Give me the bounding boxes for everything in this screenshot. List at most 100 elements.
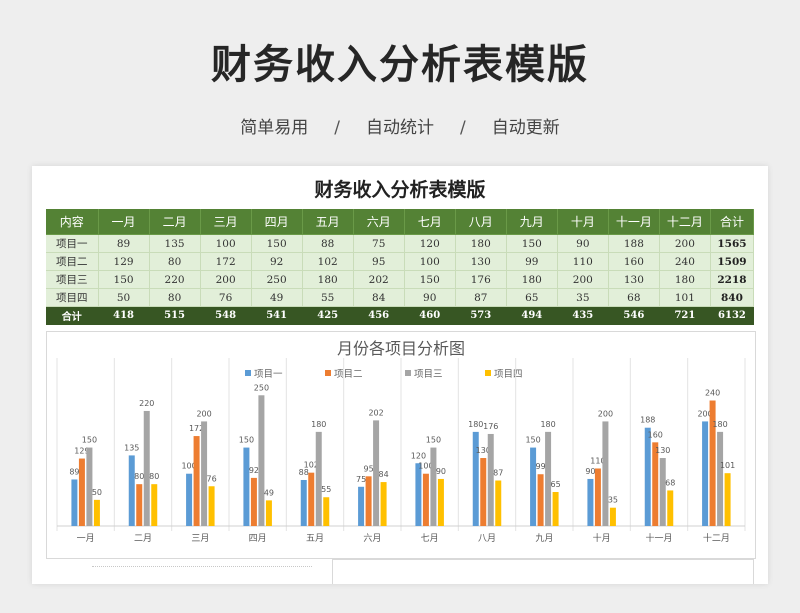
header-cell-month[interactable]: 五月 [302,209,354,235]
total-cell[interactable]: 548 [200,306,252,325]
table-cell[interactable]: 150 [251,234,303,253]
header-cell-month[interactable]: 三月 [200,209,252,235]
chart-bar [717,431,724,526]
row-total-cell[interactable]: 2218 [710,270,755,289]
table-cell[interactable]: 176 [455,270,507,289]
table-cell[interactable]: 89 [98,234,150,253]
table-cell[interactable]: 180 [302,270,354,289]
total-cell[interactable]: 418 [98,306,150,325]
table-cell[interactable]: 95 [353,252,405,271]
total-cell[interactable]: 494 [506,306,558,325]
header-cell-month[interactable]: 二月 [149,209,201,235]
table-cell[interactable]: 87 [455,288,507,307]
bar-data-label: 129 [74,447,89,456]
total-cell[interactable]: 425 [302,306,354,325]
chart-bar [186,473,193,526]
table-cell[interactable]: 135 [149,234,201,253]
table-cell[interactable]: 92 [251,252,303,271]
header-cell-month[interactable]: 十二月 [659,209,711,235]
header-cell-total[interactable]: 合计 [710,209,755,235]
table-row: 项目二 129 80 172 92 102 95 100 130 99 110 160 240 1509 [46,252,755,271]
chart-bar [128,455,135,526]
bar-data-label: 188 [640,416,655,425]
table-cell[interactable]: 150 [404,270,456,289]
chart-bar [315,431,322,526]
table-cell[interactable]: 200 [200,270,252,289]
table-cell[interactable]: 90 [557,234,609,253]
x-tick-label: 三月 [191,533,209,544]
table-cell[interactable]: 129 [98,252,150,271]
table-cell[interactable]: 90 [404,288,456,307]
table-cell[interactable]: 130 [455,252,507,271]
total-cell[interactable]: 435 [557,306,609,325]
table-cell[interactable]: 68 [608,288,660,307]
table-cell[interactable]: 150 [98,270,150,289]
chart-bar [495,480,502,526]
table-cell[interactable]: 101 [659,288,711,307]
table-cell[interactable]: 99 [506,252,558,271]
header-cell-month[interactable]: 七月 [404,209,456,235]
table-cell[interactable]: 160 [608,252,660,271]
table-cell[interactable]: 150 [506,234,558,253]
table-cell[interactable]: 88 [302,234,354,253]
row-total-cell[interactable]: 840 [710,288,755,307]
row-label[interactable]: 项目四 [46,288,99,307]
total-cell[interactable]: 515 [149,306,201,325]
table-cell[interactable]: 120 [404,234,456,253]
total-cell[interactable]: 541 [251,306,303,325]
header-cell-month[interactable]: 十一月 [608,209,660,235]
header-cell-month[interactable]: 九月 [506,209,558,235]
row-total-cell[interactable]: 1509 [710,252,755,271]
table-cell[interactable]: 75 [353,234,405,253]
table-cell[interactable]: 65 [506,288,558,307]
header-cell-month[interactable]: 六月 [353,209,405,235]
chart-bar [659,458,666,526]
header-cell-month[interactable]: 十月 [557,209,609,235]
grand-total-cell[interactable]: 6132 [710,306,755,325]
table-cell[interactable]: 35 [557,288,609,307]
income-table: 内容 一月 二月 三月 四月 五月 六月 七月 八月 九月 十月 十一月 十二月 合计 项目一 89 135 1… [46,209,755,325]
table-cell[interactable]: 50 [98,288,150,307]
total-row-label[interactable]: 合计 [46,306,99,325]
header-cell-month[interactable]: 四月 [251,209,303,235]
table-cell[interactable]: 80 [149,288,201,307]
row-total-cell[interactable]: 1565 [710,234,755,253]
table-cell[interactable]: 200 [557,270,609,289]
chart-bar [136,484,143,526]
total-cell[interactable]: 456 [353,306,405,325]
chart-title: 月份各项目分析图 [337,339,465,358]
total-cell[interactable]: 573 [455,306,507,325]
table-cell[interactable]: 49 [251,288,303,307]
table-cell[interactable]: 100 [200,234,252,253]
table-cell[interactable]: 180 [659,270,711,289]
header-cell-content[interactable]: 内容 [46,209,99,235]
total-cell[interactable]: 721 [659,306,711,325]
row-label[interactable]: 项目二 [46,252,99,271]
table-cell[interactable]: 172 [200,252,252,271]
bar-data-label: 101 [720,461,735,470]
table-cell[interactable]: 80 [149,252,201,271]
table-cell[interactable]: 250 [251,270,303,289]
table-cell[interactable]: 110 [557,252,609,271]
table-cell[interactable]: 100 [404,252,456,271]
header-cell-month[interactable]: 八月 [455,209,507,235]
table-cell[interactable]: 55 [302,288,354,307]
table-cell[interactable]: 220 [149,270,201,289]
header-cell-month[interactable]: 一月 [98,209,150,235]
table-cell[interactable]: 84 [353,288,405,307]
table-cell[interactable]: 240 [659,252,711,271]
table-cell[interactable]: 180 [455,234,507,253]
table-cell[interactable]: 202 [353,270,405,289]
total-cell[interactable]: 546 [608,306,660,325]
legend-swatch [485,370,491,376]
table-cell[interactable]: 188 [608,234,660,253]
table-cell[interactable]: 200 [659,234,711,253]
row-label[interactable]: 项目三 [46,270,99,289]
total-cell[interactable]: 460 [404,306,456,325]
table-cell[interactable]: 76 [200,288,252,307]
chart-area[interactable]: 月份各项目分析图 项目一 项目二 项目三 项目四 89 129 150 50 一月 135 80 220… [46,331,756,559]
table-cell[interactable]: 102 [302,252,354,271]
table-cell[interactable]: 130 [608,270,660,289]
table-cell[interactable]: 180 [506,270,558,289]
row-label[interactable]: 项目一 [46,234,99,253]
